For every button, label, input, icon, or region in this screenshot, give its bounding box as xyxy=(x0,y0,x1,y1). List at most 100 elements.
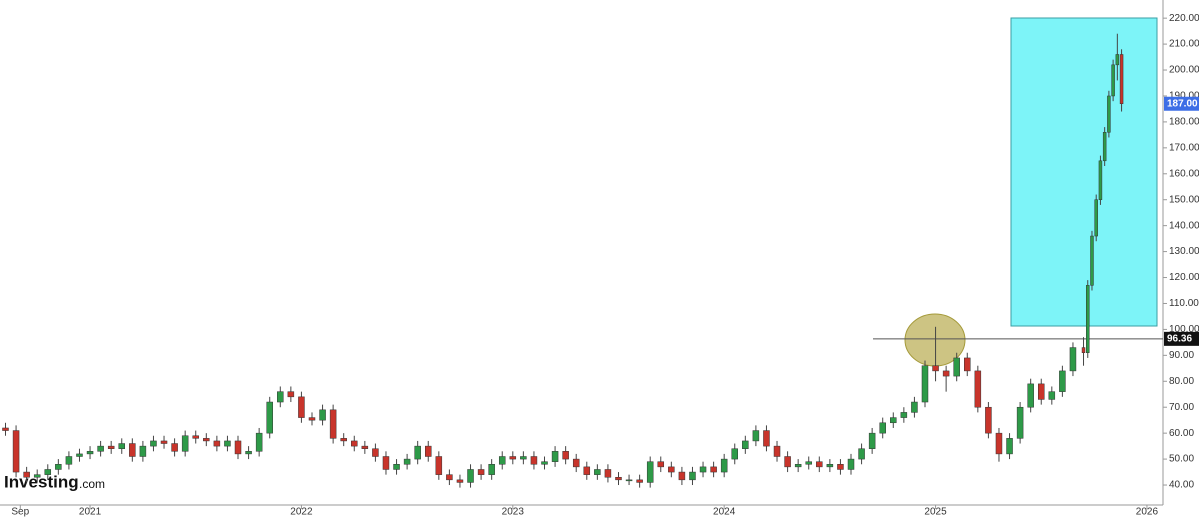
candle-body xyxy=(731,448,738,460)
y-tick-label: 60.00 xyxy=(1169,428,1194,439)
candle-body xyxy=(847,458,855,470)
candle-body xyxy=(1059,370,1066,392)
candle-body xyxy=(1098,160,1103,200)
y-tick-label: 180.00 xyxy=(1169,117,1199,128)
candle-body xyxy=(33,474,41,478)
candle-body xyxy=(689,471,696,481)
candle-body xyxy=(97,445,104,452)
candle-body xyxy=(467,469,474,483)
candle-body xyxy=(995,432,1003,455)
candle-body xyxy=(921,365,929,403)
candle-body xyxy=(319,409,326,421)
candle-body xyxy=(868,432,876,449)
candle-body xyxy=(372,448,379,457)
candle-body xyxy=(181,435,189,452)
candle-body xyxy=(139,445,147,457)
candle-body xyxy=(837,464,844,470)
candle-body xyxy=(1111,64,1115,97)
candle-body xyxy=(23,471,30,478)
price-tag-label: 187.00 xyxy=(1167,98,1198,109)
candle-body xyxy=(171,443,178,452)
candle-body xyxy=(964,357,971,372)
candle-body xyxy=(720,458,728,473)
candle-body xyxy=(541,461,548,465)
candle-body xyxy=(942,370,950,377)
x-tick-label: 2026 xyxy=(1136,507,1159,518)
candle-body xyxy=(1086,285,1090,353)
y-tick-label: 70.00 xyxy=(1169,402,1194,413)
candle-body xyxy=(646,461,654,483)
candle-body xyxy=(213,440,221,447)
candle-body xyxy=(773,445,781,457)
candle-body xyxy=(12,430,20,473)
candle-body xyxy=(551,451,559,462)
candle-body xyxy=(784,456,791,468)
candle-body xyxy=(816,461,823,468)
candle-body xyxy=(636,479,643,483)
candle-body xyxy=(520,456,527,460)
candle-body xyxy=(44,469,52,475)
y-tick-label: 90.00 xyxy=(1169,350,1194,361)
candle-body xyxy=(308,417,316,421)
candle-body xyxy=(1115,54,1120,66)
candle-body xyxy=(234,440,242,455)
candle-body xyxy=(435,456,443,475)
candle-body xyxy=(562,451,569,460)
candle-body xyxy=(794,464,802,468)
logo: Investing xyxy=(4,472,79,491)
candle-body xyxy=(255,432,263,452)
candle-body xyxy=(530,456,538,465)
candle-body xyxy=(361,445,369,449)
candle-body xyxy=(604,469,612,478)
candle-body xyxy=(192,435,199,439)
candle-body xyxy=(425,445,432,457)
candle-body xyxy=(245,451,252,455)
candle-body xyxy=(498,456,506,465)
candle-body xyxy=(266,401,273,434)
x-tick-label: 2025 xyxy=(924,507,947,518)
candle-body xyxy=(974,370,982,408)
candle-body xyxy=(393,464,400,470)
candle-body xyxy=(1027,383,1034,408)
candle-body xyxy=(1006,438,1013,455)
candle-body xyxy=(477,469,485,475)
candle-body xyxy=(118,443,126,449)
candle-body xyxy=(446,474,453,481)
y-tick-label: 200.00 xyxy=(1169,65,1199,76)
y-tick-label: 160.00 xyxy=(1169,168,1199,179)
candle-body xyxy=(763,430,770,447)
y-tick-label: 100.00 xyxy=(1169,324,1199,335)
highlight-box xyxy=(1010,17,1158,327)
candle-body xyxy=(414,445,421,460)
candle-body xyxy=(1094,199,1098,237)
y-tick-label: 120.00 xyxy=(1169,272,1199,283)
candle-body xyxy=(826,464,834,468)
x-tick-label: 2023 xyxy=(502,507,525,518)
candle-body xyxy=(657,461,665,468)
candle-body xyxy=(858,448,865,460)
x-tick-label: 2021 xyxy=(79,507,102,518)
candle-body xyxy=(1037,383,1045,400)
candle-body xyxy=(382,456,390,470)
y-tick-label: 220.00 xyxy=(1169,13,1199,24)
candle-body xyxy=(932,365,939,372)
candle-body xyxy=(403,458,411,465)
candle-body xyxy=(1069,347,1077,372)
candle-body xyxy=(160,440,168,444)
candle-body xyxy=(615,476,622,481)
candle-body xyxy=(329,409,337,439)
candle-body xyxy=(86,451,94,455)
candle-body xyxy=(1090,235,1094,286)
candle-body xyxy=(1048,391,1056,400)
candle-body xyxy=(1016,406,1024,439)
candle-body xyxy=(1102,132,1107,162)
candle-body xyxy=(594,469,601,475)
candle-body xyxy=(76,453,83,457)
candle-body xyxy=(224,440,231,447)
candle-body xyxy=(150,440,157,447)
y-tick-label: 50.00 xyxy=(1169,454,1194,465)
y-tick-label: 210.00 xyxy=(1169,39,1199,50)
y-tick-label: 150.00 xyxy=(1169,194,1199,205)
